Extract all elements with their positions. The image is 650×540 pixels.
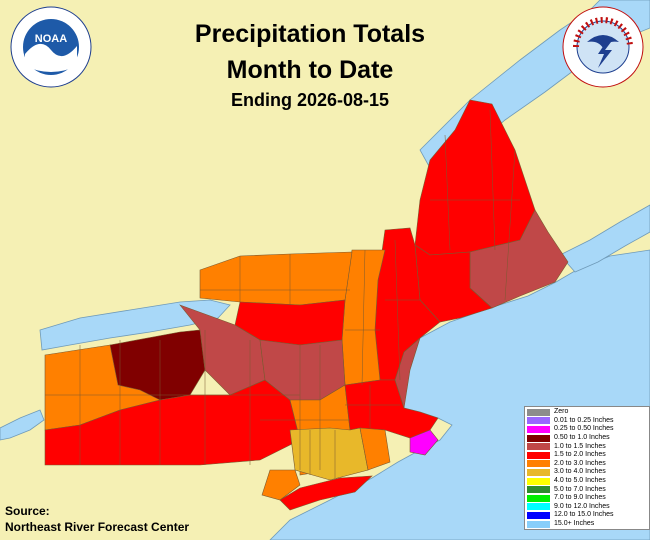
legend-label: 3.0 to 4.0 Inches xyxy=(554,468,606,476)
legend-item: 2.0 to 3.0 Inches xyxy=(527,460,647,469)
legend-label: 15.0+ Inches xyxy=(554,520,595,528)
legend-label: 4.0 to 5.0 Inches xyxy=(554,477,606,485)
nws-logo xyxy=(562,6,644,88)
legend-swatch xyxy=(527,434,550,442)
legend-swatch xyxy=(527,460,550,468)
legend-swatch xyxy=(527,494,550,502)
legend-label: 0.01 to 0.25 Inches xyxy=(554,416,614,424)
legend-swatch xyxy=(527,511,550,519)
legend-swatch xyxy=(527,425,550,433)
legend-label: 2.0 to 3.0 Inches xyxy=(554,459,606,467)
legend-item: 4.0 to 5.0 Inches xyxy=(527,477,647,486)
bay-of-fundy xyxy=(559,204,650,273)
legend-item: 0.01 to 0.25 Inches xyxy=(527,417,647,426)
region-ny-downstate xyxy=(261,469,301,501)
legend-item: 0.50 to 1.0 Inches xyxy=(527,434,647,443)
region-long-island xyxy=(279,475,373,511)
lake-ontario xyxy=(39,299,231,351)
legend-swatch xyxy=(527,443,550,451)
legend-item: 0.25 to 0.50 Inches xyxy=(527,425,647,434)
legend-label: 9.0 to 12.0 Inches xyxy=(554,502,610,510)
noaa-logo-text: NOAA xyxy=(35,33,67,45)
legend-label: 1.0 to 1.5 Inches xyxy=(554,442,606,450)
legend-label: Zero xyxy=(554,408,569,416)
legend-item: 12.0 to 15.0 Inches xyxy=(527,511,647,520)
legend: Zero 0.01 to 0.25 Inches 0.25 to 0.50 Inch… xyxy=(524,406,650,531)
legend-label: 12.0 to 15.0 Inches xyxy=(554,511,614,519)
region-ny-north xyxy=(199,251,353,306)
legend-item: 15.0+ Inches xyxy=(527,520,647,529)
region-connecticut xyxy=(289,427,369,481)
lake-erie xyxy=(0,409,45,441)
legend-item: 1.5 to 2.0 Inches xyxy=(527,451,647,460)
noaa-logo: NOAA xyxy=(10,6,92,88)
legend-item: 3.0 to 4.0 Inches xyxy=(527,468,647,477)
map-subtitle: Month to Date xyxy=(226,56,394,84)
legend-swatch xyxy=(527,477,550,485)
legend-label: 7.0 to 9.0 Inches xyxy=(554,494,606,502)
region-cape-cod xyxy=(409,429,439,456)
legend-item: 1.0 to 1.5 Inches xyxy=(527,442,647,451)
legend-item: Zero xyxy=(527,408,647,417)
legend-item: 7.0 to 9.0 Inches xyxy=(527,494,647,503)
legend-item: 9.0 to 12.0 Inches xyxy=(527,503,647,512)
county-lines xyxy=(45,109,520,478)
legend-label: 5.0 to 7.0 Inches xyxy=(554,485,606,493)
legend-swatch xyxy=(527,468,550,476)
map-date: Ending 2026-08-15 xyxy=(230,90,390,110)
map-title: Precipitation Totals xyxy=(194,20,426,48)
county-regions xyxy=(44,99,569,511)
source-name: Northeast River Forecast Center xyxy=(5,520,190,534)
legend-label: 0.25 to 0.50 Inches xyxy=(554,425,614,433)
legend-swatch xyxy=(527,503,550,511)
region-maine-north xyxy=(414,99,536,256)
source-credit: Source: Northeast River Forecast Center xyxy=(5,503,189,535)
legend-swatch xyxy=(527,486,550,494)
region-massachusetts-east xyxy=(394,337,421,409)
legend-label: 1.5 to 2.0 Inches xyxy=(554,451,606,459)
legend-swatch xyxy=(527,408,550,416)
source-label: Source: xyxy=(5,504,50,518)
legend-item: 5.0 to 7.0 Inches xyxy=(527,485,647,494)
region-rhode-island xyxy=(359,427,391,471)
legend-swatch xyxy=(527,520,550,528)
legend-label: 0.50 to 1.0 Inches xyxy=(554,434,610,442)
legend-swatch xyxy=(527,451,550,459)
legend-swatch xyxy=(527,417,550,425)
